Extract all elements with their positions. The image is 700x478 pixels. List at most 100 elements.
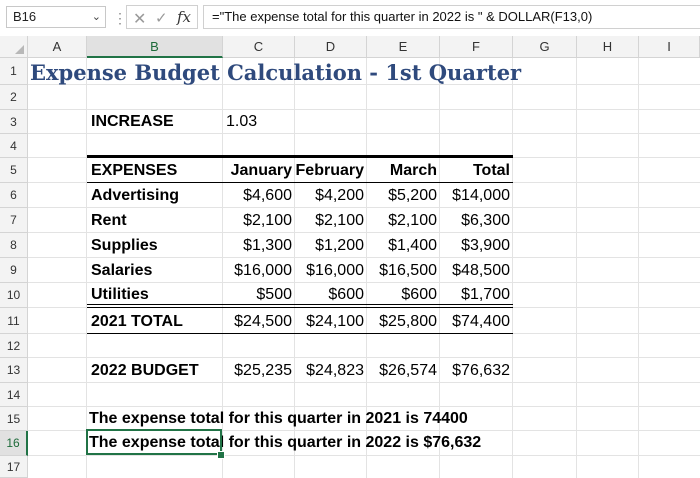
gridline <box>28 109 700 110</box>
expense-value[interactable]: $5,200 <box>388 187 437 204</box>
column-header-e[interactable]: E <box>367 36 440 58</box>
chevron-down-icon[interactable]: ⌄ <box>91 11 101 23</box>
gridline <box>86 58 87 478</box>
total-2021-value[interactable]: $24,100 <box>306 313 364 330</box>
header-january[interactable]: January <box>230 162 292 179</box>
column-header-a[interactable]: A <box>28 36 87 58</box>
expense-name[interactable]: Supplies <box>91 237 158 254</box>
row-header-3[interactable]: 3 <box>0 110 28 134</box>
select-all-corner[interactable] <box>0 36 28 58</box>
expense-value[interactable]: $16,500 <box>379 262 437 279</box>
column-header-i[interactable]: I <box>639 36 700 58</box>
header-total[interactable]: Total <box>472 162 510 179</box>
fill-handle[interactable] <box>217 451 225 459</box>
active-cell-selection[interactable] <box>86 429 222 455</box>
expense-value[interactable]: $500 <box>256 286 292 303</box>
row-header-7[interactable]: 7 <box>0 208 28 233</box>
gridline <box>28 357 700 358</box>
row-header-2[interactable]: 2 <box>0 85 28 110</box>
row-header-17[interactable]: 17 <box>0 456 28 478</box>
expense-total[interactable]: $1,700 <box>461 286 510 303</box>
budget-2022-value[interactable]: $24,823 <box>306 362 364 379</box>
header-march[interactable]: March <box>389 162 437 179</box>
budget-2022-value[interactable]: $26,574 <box>379 362 437 379</box>
row-header-9[interactable]: 9 <box>0 258 28 283</box>
column-header-g[interactable]: G <box>513 36 577 58</box>
sentence-2022-cell[interactable]: The expense total for this quarter in 20… <box>89 434 482 451</box>
column-header-f[interactable]: F <box>440 36 513 58</box>
total-double-border-bottom <box>87 307 513 308</box>
expense-value[interactable]: $2,100 <box>243 212 292 229</box>
table-top-border <box>87 155 513 158</box>
row-header-11[interactable]: 11 <box>0 308 28 334</box>
total-2021-value[interactable]: $25,800 <box>379 313 437 330</box>
expense-value[interactable]: $16,000 <box>234 262 292 279</box>
name-box[interactable]: B16 ⌄ <box>6 6 106 28</box>
row-header-1[interactable]: 1 <box>0 58 28 85</box>
column-header-d[interactable]: D <box>295 36 367 58</box>
sheet-title[interactable]: Expense Budget Calculation - 1st Quarter <box>30 60 522 85</box>
row-header-10[interactable]: 10 <box>0 283 28 308</box>
header-bottom-border <box>87 182 513 183</box>
formula-bar-buttons: ✕ ✓ fx <box>126 5 198 29</box>
increase-value[interactable]: 1.03 <box>226 113 258 130</box>
row-header-8[interactable]: 8 <box>0 233 28 258</box>
expense-total[interactable]: $48,500 <box>452 262 510 279</box>
total-bottom-border <box>87 333 513 334</box>
expense-value[interactable]: $2,100 <box>388 212 437 229</box>
gridline <box>576 58 577 478</box>
row-header-12[interactable]: 12 <box>0 334 28 358</box>
total-2021-value[interactable]: $24,500 <box>234 313 292 330</box>
header-february[interactable]: February <box>295 162 364 179</box>
cancel-icon[interactable]: ✕ <box>133 11 147 28</box>
more-options-icon[interactable]: ⋮ <box>113 10 127 26</box>
column-header-h[interactable]: H <box>577 36 639 58</box>
gridline <box>28 430 700 431</box>
total-double-border-top <box>87 304 513 305</box>
expense-value[interactable]: $600 <box>328 286 364 303</box>
column-header-b[interactable]: B <box>87 36 223 58</box>
gridline <box>439 58 440 478</box>
row-header-14[interactable]: 14 <box>0 383 28 407</box>
expense-value[interactable]: $600 <box>401 286 437 303</box>
formula-input[interactable]: ="The expense total for this quarter in … <box>203 5 700 29</box>
expense-value[interactable]: $16,000 <box>306 262 364 279</box>
budget-2022-value[interactable]: $25,235 <box>234 362 292 379</box>
row-header-6[interactable]: 6 <box>0 183 28 208</box>
row-header-16[interactable]: 16 <box>0 431 28 456</box>
enter-check-icon[interactable]: ✓ <box>155 10 168 27</box>
expense-value[interactable]: $2,100 <box>315 212 364 229</box>
gridline <box>28 84 700 85</box>
insert-function-icon[interactable]: fx <box>177 8 192 26</box>
budget-2022-label[interactable]: 2022 BUDGET <box>91 362 199 379</box>
row-header-5[interactable]: 5 <box>0 158 28 183</box>
expense-value[interactable]: $1,300 <box>243 237 292 254</box>
expense-value[interactable]: $1,200 <box>315 237 364 254</box>
sentence-2021-cell[interactable]: The expense total for this quarter in 20… <box>89 410 468 427</box>
expense-value[interactable]: $4,600 <box>243 187 292 204</box>
row-header-15[interactable]: 15 <box>0 407 28 431</box>
expense-name[interactable]: Salaries <box>91 262 153 279</box>
increase-label[interactable]: INCREASE <box>91 113 174 130</box>
column-header-c[interactable]: C <box>223 36 295 58</box>
expense-total[interactable]: $14,000 <box>452 187 510 204</box>
gridline <box>28 232 700 233</box>
name-box-value: B16 <box>13 9 37 24</box>
expense-total[interactable]: $3,900 <box>461 237 510 254</box>
expense-name[interactable]: Rent <box>91 212 127 229</box>
expense-name[interactable]: Utilities <box>91 286 149 303</box>
total-2021-label[interactable]: 2021 TOTAL <box>91 313 183 330</box>
gridline <box>222 58 223 478</box>
expense-value[interactable]: $4,200 <box>315 187 364 204</box>
budget-2022-value[interactable]: $76,632 <box>452 362 510 379</box>
row-header-13[interactable]: 13 <box>0 358 28 383</box>
expense-value[interactable]: $1,400 <box>388 237 437 254</box>
total-2021-value[interactable]: $74,400 <box>452 313 510 330</box>
expense-name[interactable]: Advertising <box>91 187 180 204</box>
expense-total[interactable]: $6,300 <box>461 212 510 229</box>
row-header-4[interactable]: 4 <box>0 134 28 158</box>
gridline <box>512 58 513 478</box>
gridline <box>28 455 700 456</box>
header-expenses[interactable]: EXPENSES <box>91 162 178 179</box>
gridline <box>294 58 295 478</box>
